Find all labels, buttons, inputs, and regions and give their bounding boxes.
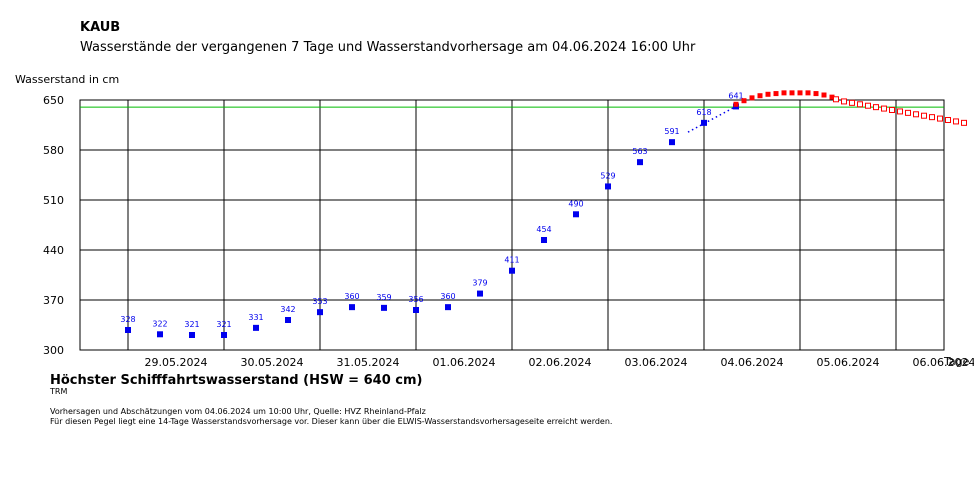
forecast-point [765,91,771,97]
x-tick-label: 04.06.2024 [721,356,784,369]
y-tick-label: 370 [43,294,64,307]
forecast-point [829,94,835,100]
measured-label: 328 [120,315,135,324]
forecast-point [813,91,819,97]
measured-label: 411 [504,256,519,265]
measured-label: 353 [312,297,327,306]
measured-label: 563 [632,147,647,156]
forecast-point [741,98,747,104]
x-tick-label: 31.05.2024 [337,356,400,369]
x-tick-label: 01.06.2024 [433,356,496,369]
forecast-point [781,90,787,96]
measured-point [701,119,707,126]
forecast-point-open [865,102,871,109]
measured-label: 454 [536,225,551,234]
forecast-point-open [905,109,911,116]
x-tick-label: 02.06.2024 [529,356,592,369]
measured-point [541,237,547,243]
measured-point [285,317,291,323]
measured-label: 359 [376,293,391,302]
y-tick-label: 510 [43,194,64,207]
forecast-note: Vorhersagen und Abschätzungen vom 04.06.… [50,407,426,416]
measured-point [477,290,483,297]
forecast-point-open [881,105,887,112]
measured-point [637,159,643,166]
measured-point [157,331,163,338]
measured-label: 322 [152,319,167,328]
y-tick-label: 580 [43,144,64,157]
measured-label: 321 [216,320,231,329]
measured-label: 591 [664,127,679,136]
forecast-point [773,91,779,97]
measured-point [381,304,387,311]
y-axis-label: Wasserstand in cm [15,73,120,86]
forecast-point [749,95,755,101]
measured-label: 331 [248,313,263,322]
measured-point [605,183,611,190]
forecast-point [733,101,739,107]
forecast-point-open [945,117,951,123]
forecast-point-open [961,119,967,126]
measured-point [317,309,323,316]
measured-point [445,304,451,311]
forecast-point-open [929,114,935,121]
measured-label: 360 [440,292,455,301]
forecast-point-open [841,98,847,105]
y-tick-label: 440 [43,244,64,257]
forecast-point [789,90,795,96]
forecast-point-open [913,111,919,118]
chart-subtitle: Wasserstände der vergangenen 7 Tage und … [80,40,696,55]
x-tick-label: 30.05.2024 [241,356,304,369]
source-code: TRM [50,387,68,396]
measured-point [189,332,195,338]
measured-label: 379 [472,279,487,288]
forecast-point-open [849,99,855,106]
measured-label: 641 [728,91,743,100]
measured-label: 356 [408,295,423,304]
forecast-point-open [953,118,959,125]
x-tick-label: 03.06.2024 [625,356,688,369]
measured-point [509,267,515,274]
measured-label: 618 [696,108,711,117]
measured-point [349,304,355,311]
y-tick-label: 650 [43,94,64,107]
station-name: KAUB [80,20,121,35]
measured-label: 490 [568,199,583,208]
measured-label: 342 [280,305,295,314]
y-tick-label: 300 [43,344,64,357]
measured-point [669,139,675,146]
measured-point [125,327,131,333]
measured-label: 529 [600,171,615,180]
forecast-point-open [833,96,839,103]
forecast-point [805,90,811,96]
forecast-point [797,90,803,96]
forecast-point-open [937,115,943,122]
x-axis-label: Tage [944,355,970,368]
forecast-point-open [857,101,863,108]
measured-point [221,332,227,338]
forecast-point [821,92,827,98]
measured-point [573,211,579,218]
forecast-point-open [873,104,879,111]
forecast-point [757,93,763,99]
hsw-note: Höchster Schifffahrtswasserstand (HSW = … [50,373,423,388]
x-tick-label: 29.05.2024 [145,356,208,369]
measured-label: 360 [344,292,359,301]
trend-connector [687,105,737,133]
measured-point [413,307,419,313]
forecast-point-open [921,112,927,119]
measured-point [253,324,259,331]
x-tick-label: 05.06.2024 [817,356,880,369]
pegel-note: Für diesen Pegel liegt eine 14-Tage Wass… [50,417,613,426]
measured-label: 321 [184,320,199,329]
forecast-point-open [889,107,895,113]
forecast-point-open [897,108,903,115]
x-tick-label: 06.06.2024 [913,356,974,369]
